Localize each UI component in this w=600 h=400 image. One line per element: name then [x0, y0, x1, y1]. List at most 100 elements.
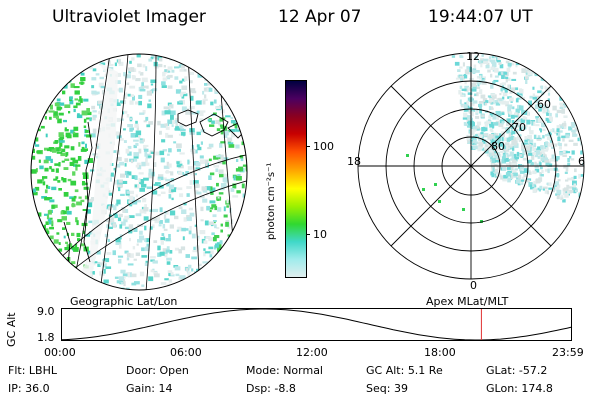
speckle-pixel — [489, 148, 493, 154]
speckle-pixel — [45, 156, 52, 161]
speckle-pixel — [60, 148, 66, 153]
speckle-pixel — [126, 191, 130, 194]
speckle-pixel — [528, 126, 531, 132]
speckle-pixel — [539, 162, 542, 166]
speckle-pixel — [203, 251, 206, 257]
speckle-pixel — [479, 89, 483, 94]
speckle-pixel — [139, 139, 144, 143]
speckle-pixel — [499, 98, 503, 102]
speckle-pixel — [92, 117, 96, 121]
speckle-pixel — [219, 188, 225, 191]
speckle-pixel — [134, 101, 139, 105]
speckle-pixel — [245, 165, 247, 171]
speckle-pixel — [502, 92, 508, 97]
speckle-pixel — [563, 115, 568, 118]
speckle-pixel — [497, 97, 500, 101]
speckle-pixel — [526, 68, 531, 72]
speckle-pixel — [196, 131, 201, 136]
speckle-pixel — [532, 151, 536, 156]
speckle-pixel — [178, 165, 184, 169]
speckle-pixel — [150, 83, 154, 86]
speckle-pixel — [522, 157, 528, 161]
speckle-pixel — [497, 71, 502, 76]
speckle-pixel — [472, 69, 477, 74]
speckle-pixel — [474, 93, 477, 97]
speckle-pixel — [128, 229, 133, 234]
speckle-pixel — [83, 125, 87, 128]
speckle-pixel — [506, 137, 510, 142]
speckle-pixel — [565, 151, 571, 154]
speckle-pixel — [534, 100, 540, 103]
speckle-pixel — [178, 133, 181, 136]
speckle-pixel — [232, 270, 239, 274]
speckle-pixel — [488, 152, 492, 158]
speckle-pixel — [176, 148, 181, 152]
speckle-pixel — [119, 224, 123, 229]
speckle-pixel — [208, 143, 214, 148]
speckle-pixel — [210, 101, 214, 106]
speckle-pixel — [175, 126, 181, 131]
speckle-pixel — [126, 272, 130, 277]
speckle-pixel — [217, 83, 223, 87]
speckle-pixel — [137, 239, 143, 243]
speckle-pixel — [195, 289, 200, 290]
speckle-pixel — [118, 258, 122, 264]
speckle-pixel — [49, 85, 56, 91]
speckle-pixel — [77, 156, 82, 161]
speckle-pixel — [208, 175, 212, 180]
speckle-pixel — [151, 89, 154, 94]
speckle-pixel — [189, 291, 193, 292]
speckle-pixel — [234, 246, 238, 250]
speckle-pixel — [174, 128, 177, 131]
speckle-pixel — [135, 120, 138, 125]
speckle-pixel — [534, 168, 540, 173]
speckle-pixel — [229, 287, 235, 290]
speckle-pixel — [143, 145, 147, 150]
speckle-pixel — [220, 223, 223, 227]
speckle-pixel — [549, 139, 552, 143]
speckle-pixel — [153, 217, 158, 221]
speckle-pixel — [538, 118, 543, 123]
speckle-pixel — [248, 131, 250, 136]
speckle-pixel — [557, 142, 560, 146]
speckle-pixel — [216, 227, 220, 230]
speckle-pixel — [232, 72, 237, 78]
speckle-pixel — [197, 146, 202, 151]
speckle-pixel — [226, 198, 229, 204]
speckle-pixel — [116, 102, 121, 106]
speckle-pixel — [199, 159, 206, 164]
speckle-pixel — [122, 207, 126, 213]
speckle-pixel — [474, 55, 478, 60]
speckle-pixel — [507, 145, 513, 148]
speckle-pixel — [163, 177, 167, 180]
speckle-pixel — [217, 207, 222, 212]
speckle-pixel — [211, 281, 217, 285]
speckle-pixel — [125, 148, 130, 154]
speckle-pixel — [248, 250, 251, 254]
speckle-pixel — [218, 272, 224, 277]
speckle-pixel — [460, 103, 464, 106]
speckle-pixel — [175, 283, 182, 286]
speckle-pixel — [195, 162, 201, 167]
speckle-pixel — [501, 126, 505, 130]
speckle-pixel — [127, 252, 131, 258]
speckle-pixel — [574, 127, 580, 132]
speckle-pixel — [568, 139, 574, 142]
speckle-pixel — [44, 167, 49, 172]
speckle-pixel — [145, 158, 148, 163]
speckle-pixel — [561, 109, 565, 114]
speckle-pixel — [473, 64, 477, 69]
speckle-pixel — [70, 83, 75, 88]
speckle-pixel — [178, 171, 183, 175]
speckle-pixel — [211, 120, 215, 124]
speckle-pixel — [46, 214, 50, 220]
speckle-pixel — [545, 134, 550, 137]
speckle-pixel — [493, 122, 499, 126]
speckle-pixel — [76, 114, 83, 119]
speckle-pixel — [560, 195, 564, 198]
speckle-pixel — [157, 194, 161, 197]
time-label: 19:44:07 UT — [428, 7, 533, 27]
speckle-pixel — [521, 176, 525, 181]
speckle-pixel — [139, 235, 145, 241]
speckle-pixel — [48, 147, 55, 150]
